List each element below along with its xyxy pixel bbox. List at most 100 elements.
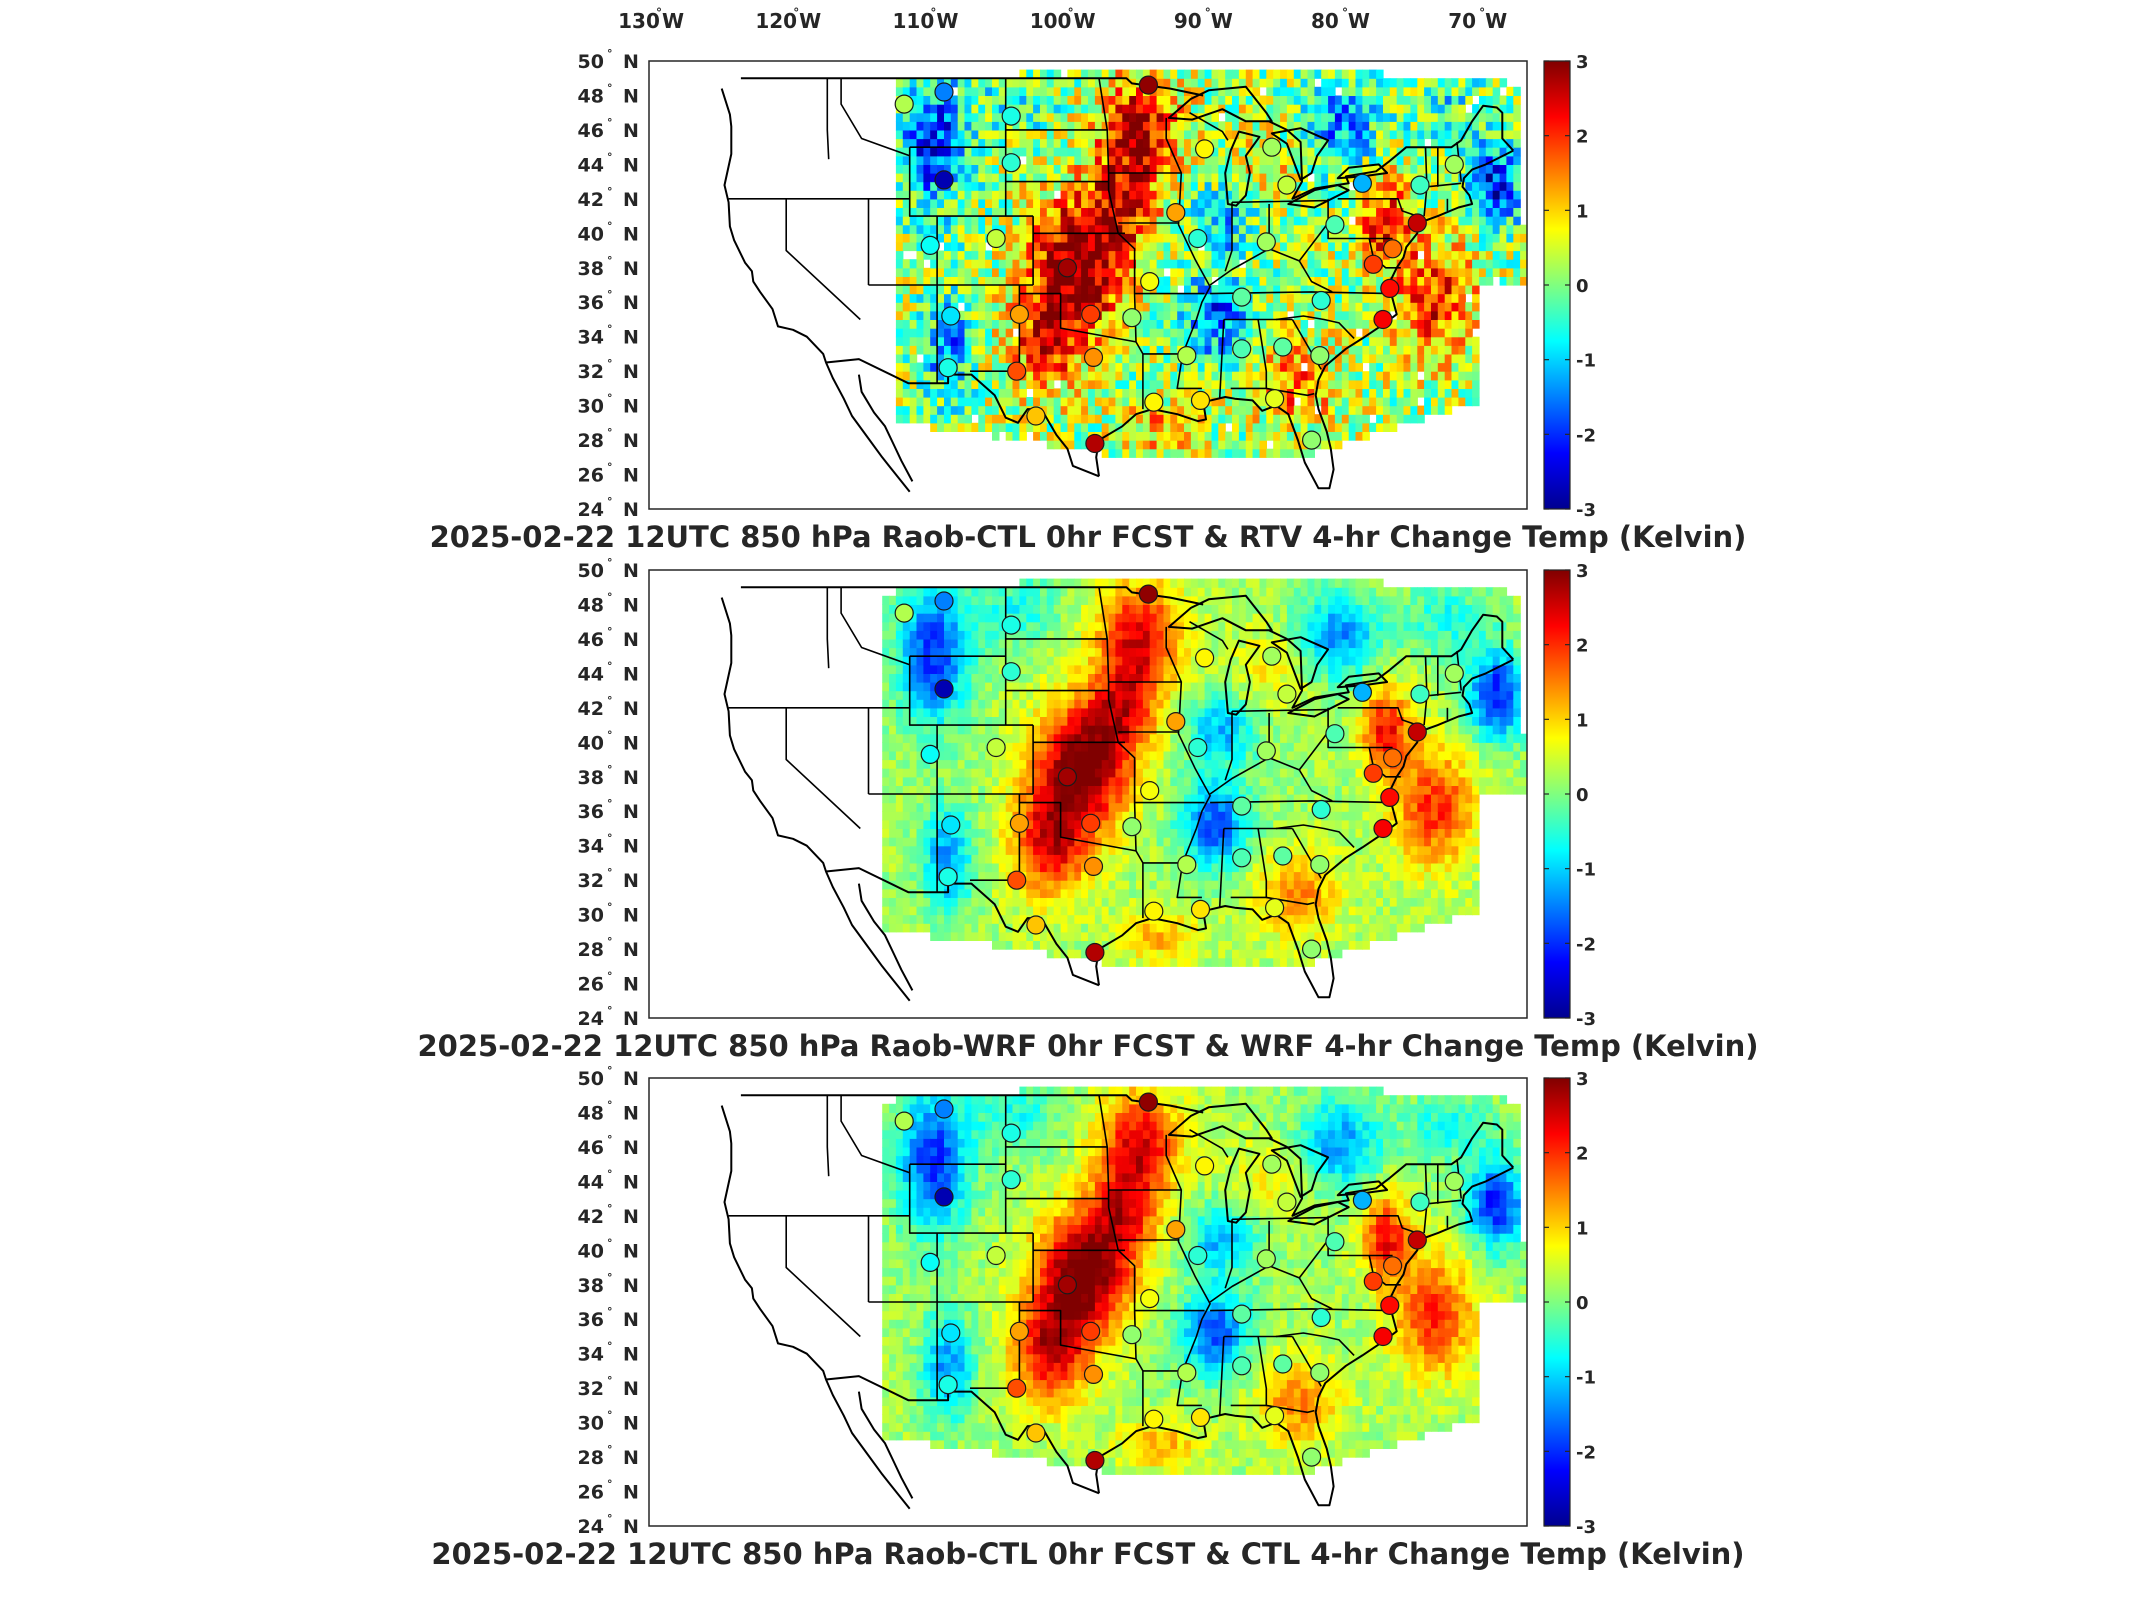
degree-symbol: ° <box>607 1133 613 1146</box>
state-border <box>1230 319 1268 390</box>
lat-label: 24 <box>578 1008 604 1030</box>
raob-station-marker <box>1363 763 1383 783</box>
state-border <box>1337 1215 1418 1234</box>
canada-border <box>740 1094 1204 1114</box>
raob-station-marker <box>1262 137 1282 157</box>
raob-station-marker <box>1232 339 1252 359</box>
baja-coastline <box>857 374 914 482</box>
great-lakes-border <box>1268 1121 1515 1217</box>
state-border <box>1426 182 1462 188</box>
lat-hemisphere: N <box>623 361 639 383</box>
raob-station-marker <box>1138 75 1159 95</box>
raob-station-marker <box>1301 430 1322 450</box>
raob-station-marker <box>1373 309 1393 330</box>
lon-label: 80 <box>1311 9 1339 33</box>
raob-station-marker <box>1444 1171 1464 1192</box>
state-border <box>1298 1277 1333 1310</box>
state-border <box>1165 117 1211 390</box>
lake-erie <box>1287 1201 1350 1226</box>
great-lakes-border <box>1268 104 1515 200</box>
lake-superior <box>1167 1102 1273 1140</box>
lat-label: 48 <box>578 595 604 617</box>
lat-hemisphere: N <box>623 51 639 73</box>
state-border <box>826 78 830 160</box>
raob-station-marker <box>1310 1362 1330 1383</box>
colorbar: 3 2 1 0 -1 -2 -3 <box>1543 52 1596 521</box>
canada-border <box>740 77 1204 97</box>
degree-symbol: ° <box>607 254 613 267</box>
raob-station-marker <box>1122 308 1142 328</box>
degree-symbol: ° <box>1068 6 1074 20</box>
degree-symbol: ° <box>607 935 613 948</box>
state-border <box>1275 315 1355 339</box>
temperature-change-field <box>882 1086 1528 1475</box>
raob-station-marker <box>1190 1407 1211 1428</box>
gulf-atlantic-coastline <box>1095 149 1514 490</box>
lat-hemisphere: N <box>623 120 639 142</box>
degree-symbol: ° <box>607 82 613 95</box>
lat-hemisphere: N <box>623 732 639 754</box>
lat-label: 46 <box>578 120 604 142</box>
panel-title: 2025-02-22 12UTC 850 hPa Raob-CTL 0hr FC… <box>431 1537 1744 1571</box>
lon-hemisphere: W <box>1211 9 1233 33</box>
raob-station-marker <box>1009 1321 1030 1341</box>
lat-hemisphere: N <box>623 223 639 245</box>
mexico-border <box>825 1375 1100 1495</box>
raob-station-marker <box>1273 1354 1293 1374</box>
longitude-labels: 130° W 120° W 110° W 100° W 90 ° W 80 ° W 70 ° W <box>618 6 1507 33</box>
lat-label: 28 <box>578 430 604 452</box>
lon-label: 100 <box>1030 9 1072 33</box>
degree-symbol: ° <box>607 1374 613 1387</box>
raob-station-marker <box>1444 154 1464 174</box>
raob-station-marker <box>1057 258 1078 278</box>
raob-station-marker <box>1026 1423 1046 1443</box>
raob-station-marker <box>1232 1304 1252 1324</box>
lat-label: 30 <box>578 396 604 418</box>
map-panel-ctl: 50 ° N48 ° N46 ° N44 ° N42 ° N40 ° N38 ° N36 ° N34 ° N32 ° N… <box>431 1064 1744 1571</box>
degree-symbol: ° <box>607 1236 613 1249</box>
state-border <box>1165 626 1211 899</box>
lat-hemisphere: N <box>623 870 639 892</box>
degree-symbol: ° <box>1479 6 1485 20</box>
lat-hemisphere: N <box>623 1137 639 1159</box>
raob-station-marker <box>1083 1364 1104 1385</box>
lat-hemisphere: N <box>623 1516 639 1538</box>
raob-station-marker <box>934 1099 954 1119</box>
lon-label: 130 <box>618 9 660 33</box>
degree-symbol: ° <box>607 1167 613 1180</box>
west-coastline <box>720 88 911 493</box>
state-border <box>826 587 830 669</box>
raob-station-marker <box>1001 1123 1021 1143</box>
raob-station-marker <box>1026 915 1046 935</box>
raob-stations <box>894 584 1464 963</box>
lat-label: 50 <box>578 51 604 73</box>
raob-station-marker <box>1325 1232 1345 1252</box>
colorbar-tick-label: -3 <box>1576 1009 1596 1030</box>
raob-station-marker <box>1009 304 1030 324</box>
state-border <box>1098 78 1144 410</box>
state-border <box>908 1164 1034 1234</box>
colorbar-tick-label: 2 <box>1576 636 1589 657</box>
state-border <box>1337 198 1418 217</box>
raob-station-marker <box>1085 1450 1105 1471</box>
raob-station-marker <box>1057 767 1078 787</box>
degree-symbol: ° <box>607 1478 613 1491</box>
lat-label: 38 <box>578 1275 604 1297</box>
map-panel-wrf: 50 ° N48 ° N46 ° N44 ° N42 ° N40 ° N38 ° N36 ° N34 ° N32 ° N… <box>417 556 1758 1063</box>
degree-symbol: ° <box>607 591 613 604</box>
degree-symbol: ° <box>607 495 613 508</box>
state-border <box>785 198 861 321</box>
state-border <box>1218 319 1225 399</box>
west-coastline <box>720 597 911 1002</box>
lon-hemisphere: W <box>799 9 821 33</box>
colorbar-tick-label: -1 <box>1576 860 1596 881</box>
degree-symbol: ° <box>607 219 613 232</box>
degree-symbol: ° <box>607 694 613 707</box>
lake-huron <box>1270 636 1330 690</box>
state-border <box>1019 292 1137 343</box>
raob-station-marker <box>1444 663 1464 684</box>
raob-station-marker <box>1363 254 1383 274</box>
map-outlines <box>720 586 1515 1002</box>
degree-symbol: ° <box>607 323 613 336</box>
raob-station-marker <box>1407 213 1427 233</box>
